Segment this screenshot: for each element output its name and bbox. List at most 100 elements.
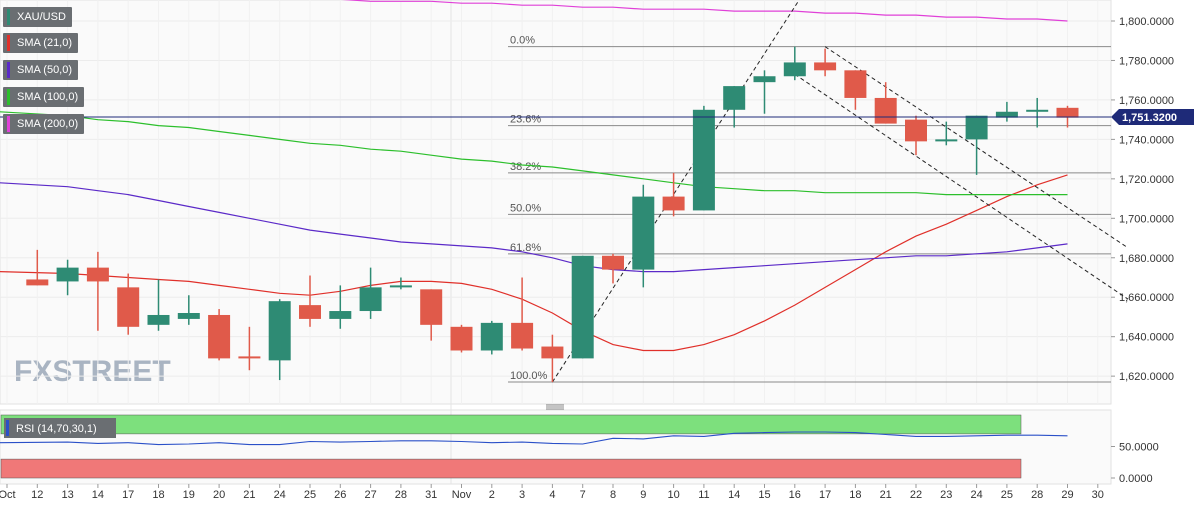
fib-level-label: 0.0%: [510, 35, 535, 47]
panel-resize-handle[interactable]: [546, 404, 564, 410]
time-axis-label: 10: [667, 489, 679, 501]
candle[interactable]: [541, 334, 564, 383]
last-price-tag: [1111, 109, 1194, 126]
legend-swatch: [7, 89, 10, 105]
fib-level-label: 23.6%: [510, 114, 541, 126]
time-axis-label: 16: [789, 489, 801, 501]
time-axis-label: 9: [640, 489, 646, 501]
rsi-line[interactable]: [0, 431, 1068, 446]
watermark-text: FXSTREET: [14, 355, 171, 388]
time-axis-label: 28: [1031, 489, 1043, 501]
candle[interactable]: [662, 172, 685, 217]
price-axis-label: 1,620.0000: [1119, 371, 1174, 383]
sma-line[interactable]: [0, 174, 1068, 352]
candle[interactable]: [86, 251, 109, 331]
candle[interactable]: [56, 259, 79, 296]
candle[interactable]: [26, 249, 49, 286]
time-axis-label: Oct: [0, 489, 16, 501]
candle[interactable]: [632, 184, 655, 288]
trendline[interactable]: [824, 46, 1129, 249]
time-axis-label: 31: [425, 489, 437, 501]
candle[interactable]: [571, 255, 594, 359]
sma-line[interactable]: [0, 182, 1068, 273]
legend-swatch: [7, 35, 10, 51]
candle[interactable]: [238, 326, 261, 371]
time-axis-label: 7: [580, 489, 586, 501]
time-axis-label: 15: [758, 489, 770, 501]
time-axis-label: 14: [728, 489, 740, 501]
price-axis-label: 1,700.0000: [1119, 213, 1174, 225]
candle[interactable]: [995, 101, 1018, 122]
legend-label: SMA (50,0): [17, 64, 73, 76]
candle[interactable]: [299, 275, 321, 327]
time-axis-label: 29: [1061, 489, 1073, 501]
candle[interactable]: [117, 273, 140, 335]
candle[interactable]: [389, 277, 412, 290]
candle[interactable]: [480, 320, 503, 355]
time-axis-label: 17: [819, 489, 831, 501]
fib-level-label: 38.2%: [510, 161, 541, 173]
sma-line[interactable]: [0, 0, 1068, 22]
time-axis-label: 24: [970, 489, 982, 501]
candle[interactable]: [177, 295, 200, 325]
candle[interactable]: [905, 115, 927, 156]
time-axis-label: 14: [92, 489, 104, 501]
candle[interactable]: [783, 46, 806, 81]
time-axis-label: 30: [1092, 489, 1104, 501]
time-axis-label: 25: [304, 489, 316, 501]
legend-swatch: [7, 9, 10, 25]
last-price-label: 1,751.3200: [1122, 112, 1177, 124]
candle[interactable]: [602, 253, 624, 284]
candle[interactable]: [935, 121, 958, 146]
time-axis-label: Nov: [452, 489, 472, 501]
candle[interactable]: [208, 309, 231, 361]
candle[interactable]: [692, 105, 715, 211]
time-axis-label: 12: [31, 489, 43, 501]
candle[interactable]: [965, 115, 988, 175]
price-axis-label: 1,680.0000: [1119, 253, 1174, 265]
price-axis-label: 1,800.0000: [1119, 16, 1174, 28]
candle[interactable]: [329, 285, 352, 329]
rsi-axis-label: 50.0000: [1119, 442, 1159, 454]
fib-level-label: 50.0%: [510, 202, 541, 214]
time-axis-label: 25: [1001, 489, 1013, 501]
candle[interactable]: [147, 279, 170, 331]
rsi-legend[interactable]: RSI (14,70,30,1): [4, 418, 116, 438]
rsi-axis-label: 0.0000: [1119, 473, 1153, 485]
price-axis-label: 1,780.0000: [1119, 55, 1174, 67]
time-axis-label: 17: [122, 489, 134, 501]
candle[interactable]: [844, 70, 867, 110]
rsi-legend-label: RSI (14,70,30,1): [16, 423, 97, 435]
legend-item[interactable]: SMA (100,0): [3, 87, 85, 107]
candle[interactable]: [723, 86, 746, 128]
candle[interactable]: [753, 70, 776, 114]
price-axis-label: 1,640.0000: [1119, 332, 1174, 344]
time-axis-label: 24: [274, 489, 286, 501]
legend-item[interactable]: SMA (200,0): [3, 114, 85, 134]
candle[interactable]: [359, 267, 382, 319]
time-axis-label: 28: [395, 489, 407, 501]
time-axis-label: 18: [152, 489, 164, 501]
trendline[interactable]: [551, 0, 800, 383]
sma-line[interactable]: [0, 111, 1068, 196]
candle[interactable]: [268, 299, 291, 381]
legend-label: XAU/USD: [17, 11, 66, 23]
candle[interactable]: [1026, 97, 1049, 128]
price-axis-label: 1,720.0000: [1119, 174, 1174, 186]
legend-swatch: [7, 116, 10, 132]
legend-item[interactable]: SMA (50,0): [3, 60, 79, 80]
legend-label: SMA (200,0): [17, 118, 79, 130]
legend-item[interactable]: XAU/USD: [3, 7, 72, 27]
candle[interactable]: [511, 277, 534, 351]
time-axis-label: 23: [940, 489, 952, 501]
time-axis-label: 21: [880, 489, 892, 501]
time-axis-label: 18: [849, 489, 861, 501]
candle[interactable]: [450, 324, 473, 353]
legend-label: SMA (100,0): [17, 91, 79, 103]
candle[interactable]: [420, 289, 443, 341]
legend-item[interactable]: SMA (21,0): [3, 33, 79, 53]
rsi-oversold-zone: [0, 458, 1022, 479]
time-axis-label: 4: [549, 489, 555, 501]
candle[interactable]: [814, 48, 837, 77]
